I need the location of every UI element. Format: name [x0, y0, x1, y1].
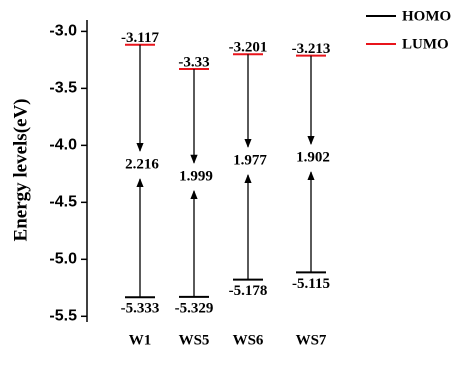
lumo-label: -3.213	[292, 41, 331, 57]
y-tick-label: -5.5	[49, 308, 77, 325]
lumo-label: -3.201	[229, 40, 268, 56]
y-tick-label: -4.5	[49, 194, 77, 211]
y-tick-label: -3.0	[49, 23, 77, 40]
gap-label: 1.999	[179, 168, 213, 184]
y-tick-label: -4.0	[49, 137, 77, 154]
x-tick-label: W1	[129, 332, 152, 348]
homo-label: -5.333	[121, 301, 160, 317]
lumo-label: -3.117	[121, 30, 159, 46]
homo-label: -5.115	[292, 276, 330, 292]
x-tick-label: WS6	[233, 332, 264, 348]
y-axis-title: Energy levels(eV)	[10, 99, 31, 242]
legend-label: LUMO	[402, 36, 449, 52]
x-tick-label: WS7	[296, 332, 327, 348]
lumo-label: -3.33	[178, 54, 209, 70]
gap-label: 1.977	[233, 152, 267, 168]
homo-label: -5.178	[229, 283, 268, 299]
legend-label: HOMO	[402, 8, 451, 24]
x-tick-label: WS5	[179, 332, 210, 348]
y-tick-label: -5.0	[49, 251, 77, 268]
gap-label: 1.902	[296, 149, 330, 165]
homo-label: -5.329	[175, 300, 214, 316]
y-tick-label: -3.5	[49, 80, 77, 97]
gap-label: 2.216	[125, 156, 159, 172]
